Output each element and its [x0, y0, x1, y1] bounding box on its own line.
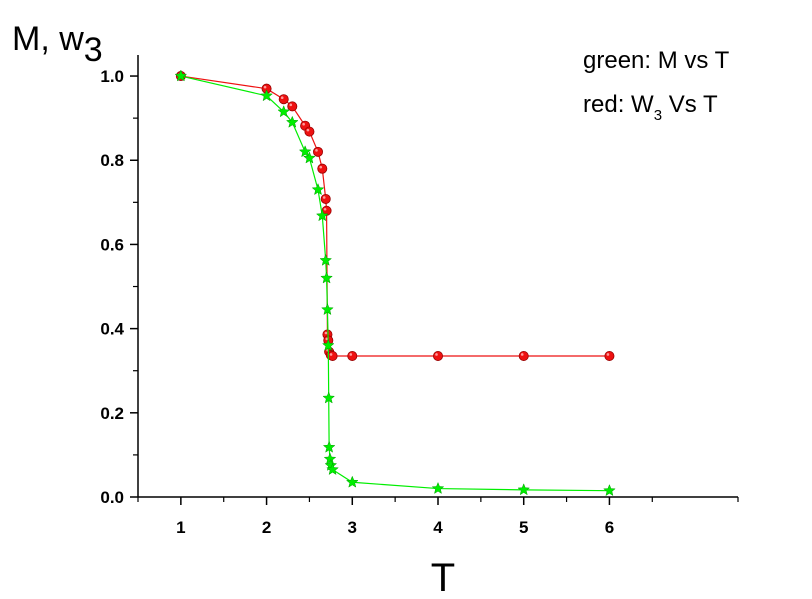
data-point-highlight	[306, 128, 310, 132]
y-tick-label: 0.0	[100, 488, 124, 507]
data-point-star	[603, 484, 616, 497]
data-point-highlight	[435, 353, 438, 356]
data-point-circle	[304, 126, 315, 137]
data-point-highlight	[606, 353, 610, 356]
data-point-highlight	[323, 207, 327, 211]
data-point-star	[517, 483, 531, 496]
y-tick-label: 0.8	[100, 151, 124, 170]
x-tick-label: 1	[176, 518, 185, 537]
data-point-star	[311, 183, 325, 196]
data-point-star	[345, 475, 359, 488]
data-point-circle	[287, 101, 298, 112]
data-point-circle	[432, 350, 443, 361]
series-green-m	[174, 69, 616, 497]
data-point-star	[321, 302, 334, 316]
legend-red-suffix: Vs T	[662, 91, 718, 118]
data-point-star	[322, 440, 336, 453]
y-axis-title-main: M, w	[12, 20, 84, 58]
data-point-star	[285, 115, 299, 128]
data-point-highlight	[289, 103, 293, 107]
y-tick-label: 0.4	[100, 320, 124, 339]
legend: green: M vs T red: W3 Vs T	[583, 47, 730, 124]
x-tick-label: 5	[519, 518, 528, 537]
legend-line-green: green: M vs T	[583, 47, 730, 74]
x-tick-label: 2	[262, 518, 271, 537]
y-ticks: 0.0 0.2 0.4 0.6 0.8 1.0	[100, 67, 138, 507]
data-point-highlight	[325, 337, 329, 341]
series-layer	[174, 69, 616, 497]
data-point-circle	[320, 193, 331, 204]
data-point-circle	[278, 94, 289, 105]
plot-axes	[137, 55, 738, 498]
series-line	[180, 75, 610, 492]
data-point-circle	[327, 350, 338, 361]
x-axis-title: T	[431, 556, 455, 599]
data-point-highlight	[280, 96, 284, 99]
legend-red-prefix: red: W	[583, 91, 654, 118]
data-point-circle	[347, 350, 358, 361]
x-ticks: 1 2 3 4 5 6	[137, 497, 739, 537]
x-tick-label: 3	[348, 518, 357, 537]
y-tick-label: 0.2	[100, 404, 124, 423]
data-point-star	[260, 89, 273, 102]
data-point-star	[174, 69, 188, 82]
data-point-circle	[604, 350, 615, 361]
legend-red-sub: 3	[654, 107, 662, 124]
data-point-star	[431, 481, 445, 494]
legend-line-red: red: W3 Vs T	[583, 91, 718, 124]
data-point-star	[315, 209, 329, 222]
y-axis-title-sub: 3	[84, 31, 103, 69]
y-tick-label: 1.0	[100, 67, 124, 86]
data-point-highlight	[520, 353, 524, 356]
x-tick-label: 4	[433, 518, 443, 537]
data-point-highlight	[315, 149, 318, 152]
data-point-highlight	[319, 165, 323, 169]
data-point-highlight	[322, 196, 326, 199]
data-point-highlight	[324, 331, 328, 335]
data-point-highlight	[349, 353, 353, 356]
data-point-highlight	[329, 353, 333, 356]
series-line	[180, 75, 610, 357]
data-point-star	[303, 151, 316, 164]
data-point-star	[319, 253, 333, 266]
data-point-star	[321, 338, 335, 351]
y-axis-title: M, w3	[12, 20, 103, 69]
y-tick-label: 0.6	[100, 235, 124, 254]
data-point-star	[298, 145, 312, 158]
data-point-highlight	[263, 85, 267, 89]
x-tick-label: 6	[605, 518, 614, 537]
data-point-star	[326, 462, 339, 476]
data-point-circle	[317, 163, 328, 174]
series-red-w3	[175, 71, 615, 361]
data-point-circle	[312, 146, 323, 157]
data-point-star	[322, 391, 336, 404]
data-point-star	[277, 105, 291, 118]
data-point-circle	[518, 350, 529, 361]
data-point-highlight	[302, 122, 305, 126]
data-point-star	[320, 271, 333, 284]
